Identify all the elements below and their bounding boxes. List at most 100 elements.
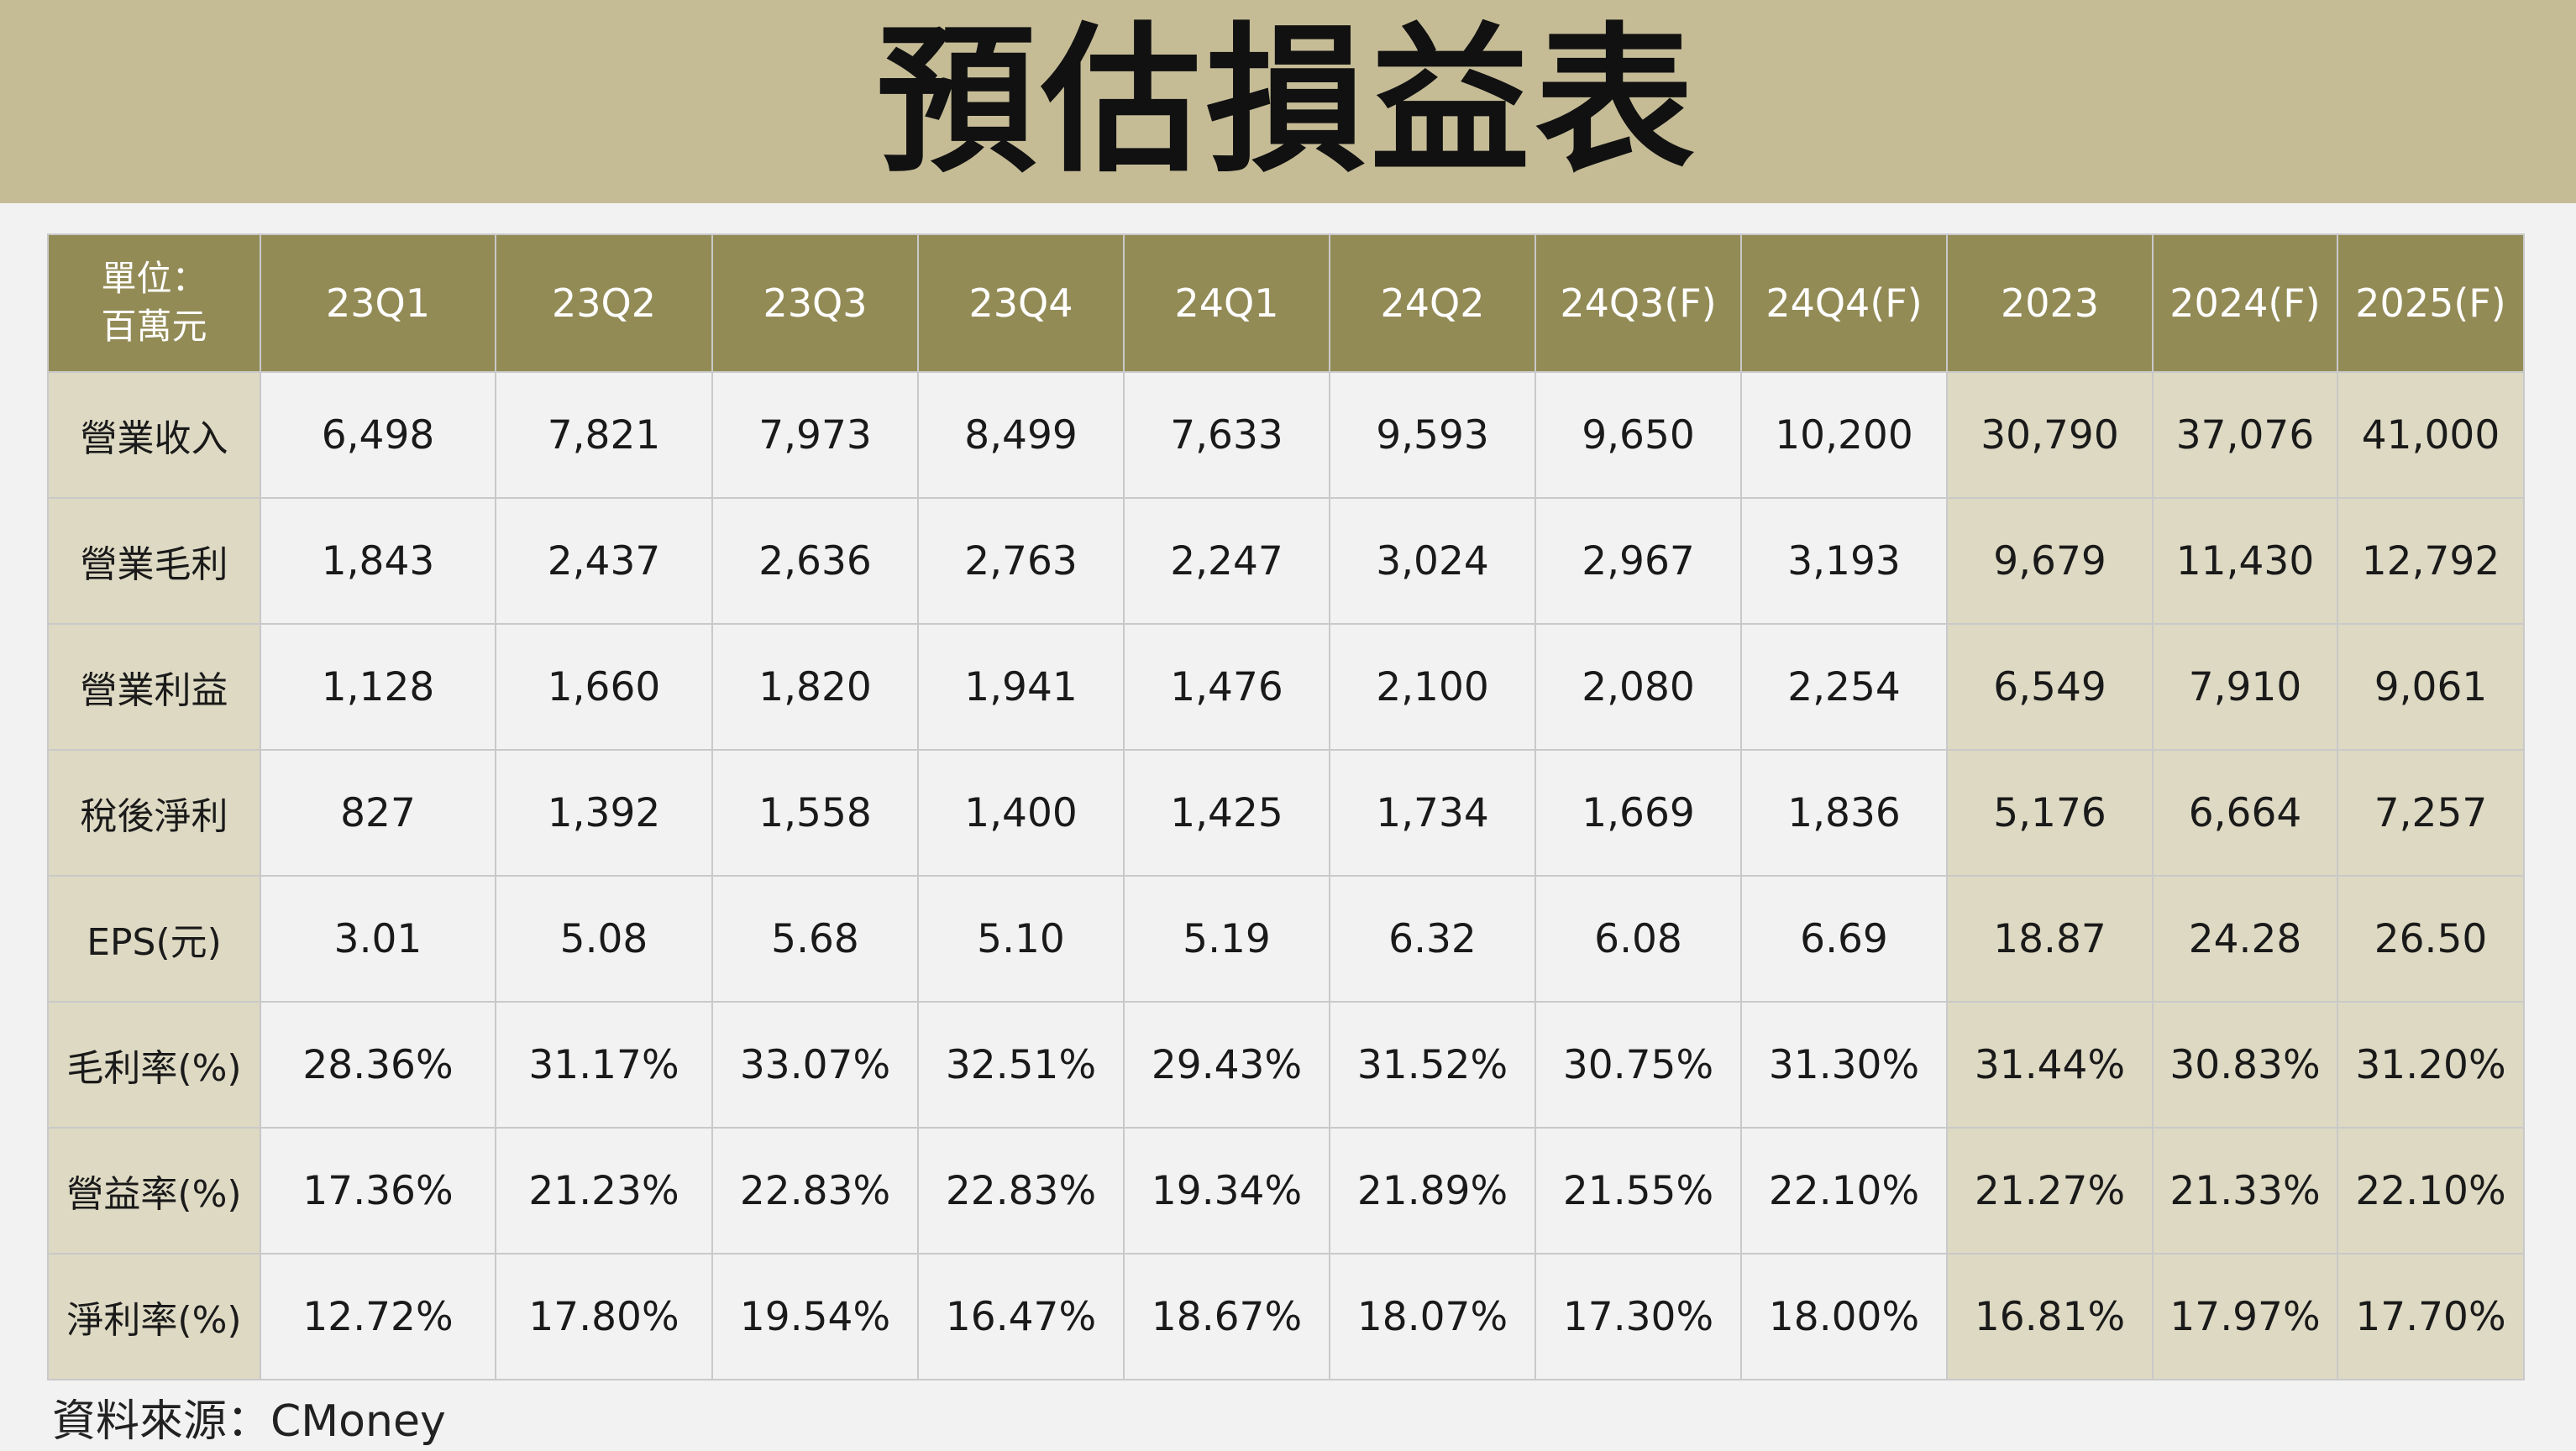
quarter-value-cell: 17.36% [260,1127,496,1255]
table-row: 營益率(%) 17.36% 21.23% 22.83% 22.83% 19.34% 21.8… [47,1127,2525,1255]
quarter-value-cell: 22.10% [1740,1127,1948,1255]
quarter-value-cell: 2,247 [1123,497,1330,625]
table-row: 毛利率(%) 28.36% 31.17% 33.07% 32.51% 29.43% 31.5… [47,1001,2525,1129]
annual-value-cell: 30,790 [1946,371,2154,499]
quarter-value-cell: 2,437 [495,497,713,625]
annual-value-cell: 9,679 [1946,497,2154,625]
annual-value-cell: 7,257 [2337,749,2525,877]
quarter-value-cell: 7,633 [1123,371,1330,499]
column-header: 23Q4 [917,233,1125,373]
quarter-value-cell: 1,660 [495,623,713,751]
quarter-value-cell: 21.23% [495,1127,713,1255]
annual-value-cell: 17.70% [2337,1253,2525,1380]
table-row: 淨利率(%) 12.72% 17.80% 19.54% 16.47% 18.67% 18.0… [47,1253,2525,1380]
column-header: 24Q2 [1329,233,1536,373]
quarter-value-cell: 1,400 [917,749,1125,877]
annual-value-cell: 31.44% [1946,1001,2154,1129]
table-body: 營業收入 6,498 7,821 7,973 8,499 7,633 9,593 9,650 1… [47,371,2525,1380]
quarter-value-cell: 3,193 [1740,497,1948,625]
source-note: 資料來源：CMoney [52,1396,446,1447]
quarter-value-cell: 6,498 [260,371,496,499]
quarter-value-cell: 1,669 [1535,749,1742,877]
quarter-value-cell: 3,024 [1329,497,1536,625]
annual-value-cell: 37,076 [2152,371,2338,499]
table-row: EPS(元) 3.01 5.08 5.68 5.10 5.19 6.32 6.08 6.69 18… [47,875,2525,1003]
annual-value-cell: 30.83% [2152,1001,2338,1129]
unit-label-line-2: 百萬元 [101,306,207,347]
annual-value-cell: 31.20% [2337,1001,2525,1129]
unit-label-line-1: 單位： [101,258,207,300]
quarter-value-cell: 1,843 [260,497,496,625]
annual-value-cell: 17.97% [2152,1253,2338,1380]
quarter-value-cell: 1,941 [917,623,1125,751]
quarter-value-cell: 16.47% [917,1253,1125,1380]
row-label: 營業毛利 [47,497,261,625]
column-header: 2024(F) [2152,233,2338,373]
quarter-value-cell: 1,734 [1329,749,1536,877]
title-band: 預估損益表 [0,0,2576,203]
quarter-value-cell: 10,200 [1740,371,1948,499]
quarter-value-cell: 19.34% [1123,1127,1330,1255]
quarter-value-cell: 18.07% [1329,1253,1536,1380]
quarter-value-cell: 6.32 [1329,875,1536,1003]
row-label: 營業收入 [47,371,261,499]
annual-value-cell: 11,430 [2152,497,2338,625]
quarter-value-cell: 1,558 [711,749,919,877]
quarter-value-cell: 2,763 [917,497,1125,625]
column-header: 23Q3 [711,233,919,373]
quarter-value-cell: 22.83% [711,1127,919,1255]
column-header: 2025(F) [2337,233,2525,373]
annual-value-cell: 21.27% [1946,1127,2154,1255]
annual-value-cell: 21.33% [2152,1127,2338,1255]
quarter-value-cell: 5.19 [1123,875,1330,1003]
row-label: 營業利益 [47,623,261,751]
annual-value-cell: 5,176 [1946,749,2154,877]
quarter-value-cell: 3.01 [260,875,496,1003]
income-statement-table: 單位： 百萬元 23Q1 23Q2 23Q3 23Q4 24Q1 24Q2 24Q3(F) 2… [47,233,2525,1380]
column-header: 24Q4(F) [1740,233,1948,373]
row-label: 淨利率(%) [47,1253,261,1380]
quarter-value-cell: 31.30% [1740,1001,1948,1129]
quarter-value-cell: 7,973 [711,371,919,499]
quarter-value-cell: 12.72% [260,1253,496,1380]
quarter-value-cell: 32.51% [917,1001,1125,1129]
quarter-value-cell: 1,836 [1740,749,1948,877]
quarter-value-cell: 18.67% [1123,1253,1330,1380]
table-row: 營業收入 6,498 7,821 7,973 8,499 7,633 9,593 9,650 1… [47,371,2525,499]
column-header: 24Q1 [1123,233,1330,373]
quarter-value-cell: 18.00% [1740,1253,1948,1380]
quarter-value-cell: 1,425 [1123,749,1330,877]
quarter-value-cell: 1,820 [711,623,919,751]
annual-value-cell: 26.50 [2337,875,2525,1003]
annual-value-cell: 9,061 [2337,623,2525,751]
annual-value-cell: 18.87 [1946,875,2154,1003]
annual-value-cell: 22.10% [2337,1127,2525,1255]
quarter-value-cell: 9,650 [1535,371,1742,499]
quarter-value-cell: 2,080 [1535,623,1742,751]
quarter-value-cell: 1,392 [495,749,713,877]
annual-value-cell: 12,792 [2337,497,2525,625]
quarter-value-cell: 5.08 [495,875,713,1003]
column-header: 2023 [1946,233,2154,373]
quarter-value-cell: 28.36% [260,1001,496,1129]
quarter-value-cell: 8,499 [917,371,1125,499]
quarter-value-cell: 21.89% [1329,1127,1536,1255]
quarter-value-cell: 17.80% [495,1253,713,1380]
annual-value-cell: 7,910 [2152,623,2338,751]
quarter-value-cell: 2,100 [1329,623,1536,751]
quarter-value-cell: 21.55% [1535,1127,1742,1255]
quarter-value-cell: 29.43% [1123,1001,1330,1129]
quarter-value-cell: 2,636 [711,497,919,625]
quarter-value-cell: 33.07% [711,1001,919,1129]
annual-value-cell: 6,664 [2152,749,2338,877]
row-label: 稅後淨利 [47,749,261,877]
quarter-value-cell: 9,593 [1329,371,1536,499]
unit-header: 單位： 百萬元 [47,233,261,373]
quarter-value-cell: 5.68 [711,875,919,1003]
annual-value-cell: 16.81% [1946,1253,2154,1380]
quarter-value-cell: 2,967 [1535,497,1742,625]
table-row: 稅後淨利 827 1,392 1,558 1,400 1,425 1,734 1,669 1,8… [47,749,2525,877]
row-label: EPS(元) [47,875,261,1003]
row-label: 毛利率(%) [47,1001,261,1129]
quarter-value-cell: 1,128 [260,623,496,751]
